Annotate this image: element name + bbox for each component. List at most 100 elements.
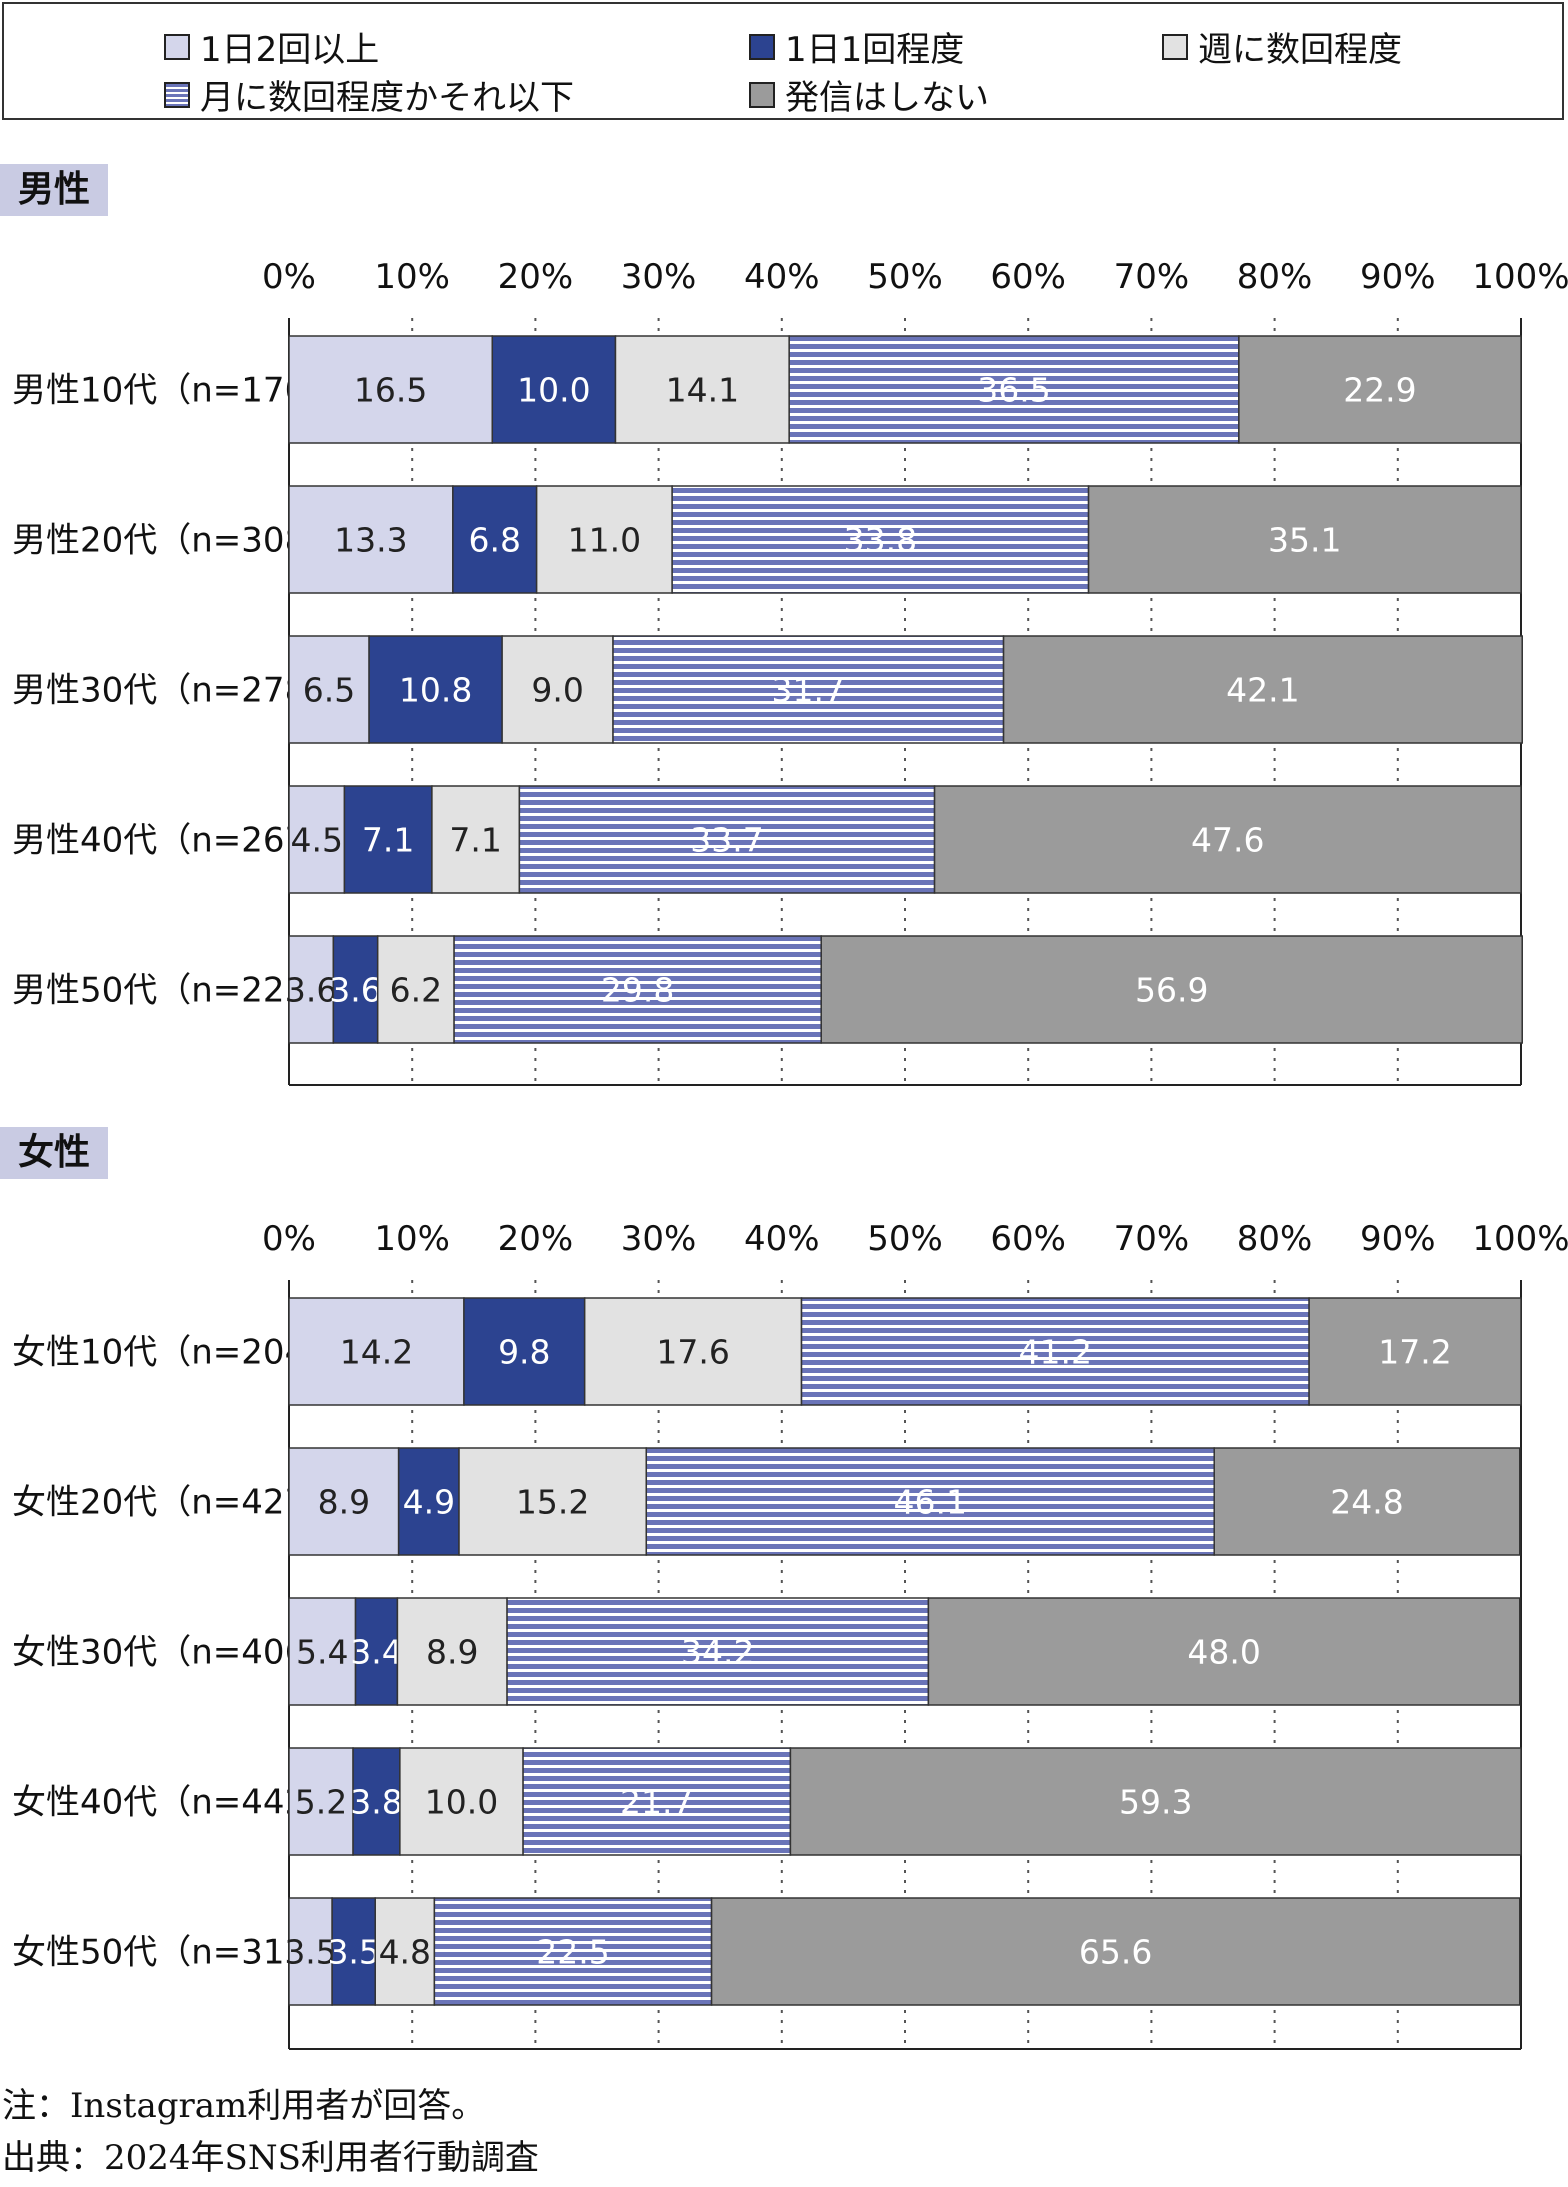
data-label: 29.8 <box>601 971 674 1010</box>
bar-segment <box>288 1897 333 2006</box>
bar-segment <box>1087 485 1522 594</box>
data-label: 65.6 <box>1079 1933 1152 1972</box>
data-label: 22.9 <box>1343 371 1416 410</box>
x-tick-label: 50% <box>867 1219 943 1259</box>
category-label: 男性20代（n=308） <box>12 521 340 561</box>
category-label: 男性40代（n=267） <box>12 821 340 861</box>
legend-item: 1日1回程度 <box>749 22 964 71</box>
data-label: 9.0 <box>531 671 583 710</box>
category-label: 男性30代（n=278） <box>12 671 340 711</box>
bar-segment <box>453 935 822 1044</box>
footnote: 注：Instagram利用者が回答。 <box>2 2086 486 2126</box>
data-label: 17.2 <box>1378 1333 1451 1372</box>
bar-segment <box>288 1447 400 1556</box>
legend-label: 1日1回程度 <box>785 30 965 70</box>
x-tick-label: 30% <box>621 257 697 297</box>
bar-segment <box>1002 635 1523 744</box>
legend-swatch <box>164 81 190 108</box>
data-label: 48.0 <box>1187 1633 1260 1672</box>
data-label: 5.4 <box>296 1633 348 1672</box>
data-label: 33.8 <box>844 521 917 560</box>
x-tick-label: 30% <box>621 1219 697 1259</box>
bar-segment <box>933 785 1522 894</box>
data-label: 5.2 <box>295 1783 347 1822</box>
bar-segment <box>288 1597 357 1706</box>
data-label: 46.1 <box>894 1483 967 1522</box>
legend-label: 1日2回以上 <box>200 30 380 70</box>
bar-segment <box>368 635 503 744</box>
bar-segment <box>501 635 614 744</box>
bar-segment <box>397 1447 460 1556</box>
category-label: 女性30代（n=406） <box>12 1633 340 1673</box>
x-tick-label: 80% <box>1237 1219 1313 1259</box>
x-tick-label: 90% <box>1360 257 1436 297</box>
data-label: 16.5 <box>354 371 427 410</box>
data-label: 8.9 <box>318 1483 370 1522</box>
x-tick-label: 40% <box>744 1219 820 1259</box>
x-tick-label: 50% <box>867 257 943 297</box>
data-label: 3.5 <box>284 1933 336 1972</box>
bar-segment <box>431 785 521 894</box>
x-tick-label: 20% <box>498 257 574 297</box>
bar-segment <box>927 1597 1521 1706</box>
bar-segment <box>820 935 1523 1044</box>
bar-segment <box>522 1747 792 1856</box>
data-label: 14.2 <box>340 1333 413 1372</box>
x-tick-label: 10% <box>374 1219 450 1259</box>
legend-label: 週に数回程度 <box>1198 30 1402 70</box>
data-label: 3.6 <box>285 971 337 1010</box>
legend-item: 1日2回以上 <box>164 22 379 71</box>
bar-segment <box>1238 335 1522 444</box>
data-label: 17.6 <box>656 1333 729 1372</box>
legend-swatch <box>164 33 190 60</box>
bar-segment <box>800 1297 1310 1406</box>
data-label: 13.3 <box>334 521 407 560</box>
legend-label: 発信はしない <box>785 78 989 118</box>
bar-segment <box>612 635 1005 744</box>
x-tick-label: 80% <box>1237 257 1313 297</box>
bar-segment <box>354 1597 399 1706</box>
data-label: 4.8 <box>379 1933 431 1972</box>
data-label: 8.9 <box>426 1633 478 1672</box>
bar-segment <box>433 1897 713 2006</box>
data-label: 22.5 <box>536 1933 609 1972</box>
data-label: 31.7 <box>772 671 845 710</box>
bar-segment <box>288 635 370 744</box>
data-label: 7.1 <box>449 821 501 860</box>
data-label: 3.6 <box>329 971 381 1010</box>
bar-segment <box>671 485 1090 594</box>
bar-segment <box>710 1897 1521 2006</box>
bar-segment <box>614 335 790 444</box>
bar-segment <box>789 1747 1522 1856</box>
data-label: 41.2 <box>1019 1333 1092 1372</box>
data-label: 7.1 <box>362 821 414 860</box>
data-label: 3.8 <box>350 1783 402 1822</box>
x-tick-label: 70% <box>1114 1219 1190 1259</box>
x-tick-label: 100% <box>1472 257 1568 297</box>
legend-item: 発信はしない <box>749 70 989 119</box>
data-label: 59.3 <box>1119 1783 1192 1822</box>
bar-segment <box>491 335 617 444</box>
x-tick-label: 20% <box>498 1219 574 1259</box>
legend-item: 月に数回程度かそれ以下 <box>164 70 574 119</box>
bar-segment <box>288 1747 354 1856</box>
legend-label: 月に数回程度かそれ以下 <box>200 78 574 118</box>
data-label: 6.2 <box>390 971 442 1010</box>
bar-segment <box>288 335 494 444</box>
chart-male: 0% 10% 20% 30% 40% 50% 60% 70% 80% 90% 100% 男性10代（n… <box>12 257 1568 1086</box>
data-label: 36.5 <box>977 371 1050 410</box>
bar-segment <box>452 485 538 594</box>
bar-segment <box>288 1297 465 1406</box>
data-label: 9.8 <box>498 1333 550 1372</box>
bar-segment <box>583 1297 803 1406</box>
category-label: 女性20代（n=427） <box>12 1483 340 1523</box>
x-tick-label: 40% <box>744 257 820 297</box>
legend-swatch <box>1162 33 1188 60</box>
bar-segment <box>1213 1447 1521 1556</box>
x-tick-label: 0% <box>262 1219 316 1259</box>
legend-swatch <box>749 81 775 108</box>
legend: 1日2回以上 1日1回程度 週に数回程度月に数回程度かそれ以下 発信はしない <box>2 2 1564 120</box>
bar-segment <box>458 1447 648 1556</box>
data-label: 33.7 <box>690 821 763 860</box>
bar-segment <box>463 1297 586 1406</box>
